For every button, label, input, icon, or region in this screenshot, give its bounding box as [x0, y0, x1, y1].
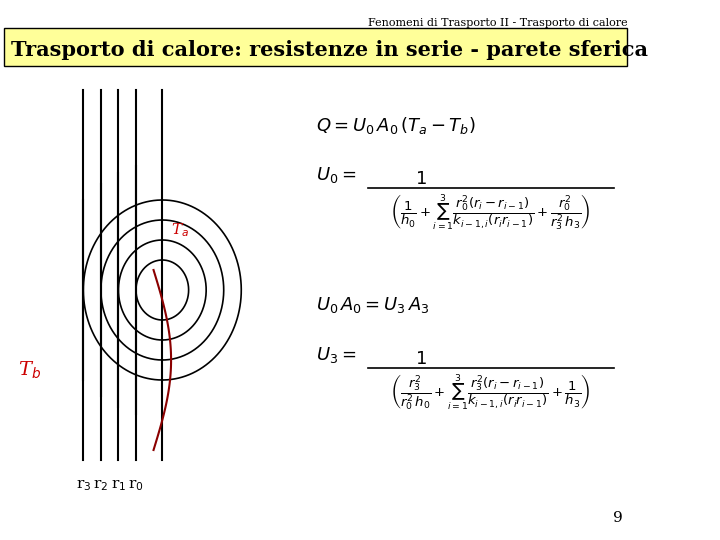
Text: $1$: $1$ — [415, 350, 427, 368]
Text: $1$: $1$ — [415, 170, 427, 188]
Text: $U_0\, A_0 = U_3\, A_3$: $U_0\, A_0 = U_3\, A_3$ — [316, 295, 429, 315]
Text: 9: 9 — [613, 511, 623, 525]
Text: Trasporto di calore: resistenze in serie - parete sferica: Trasporto di calore: resistenze in serie… — [11, 40, 647, 60]
Text: T$_a$: T$_a$ — [171, 221, 189, 239]
FancyBboxPatch shape — [4, 28, 627, 66]
Text: $U_0 =$: $U_0 =$ — [316, 165, 356, 185]
Text: $\left(\dfrac{r_3^{2}}{r_0^{2}\,h_0} + \sum_{i=1}^{3}\dfrac{r_3^{2}(r_i - r_{i-1: $\left(\dfrac{r_3^{2}}{r_0^{2}\,h_0} + \… — [392, 372, 591, 413]
Text: r$_0$: r$_0$ — [128, 478, 144, 492]
Text: $Q = U_0\, A_0\, (T_a - T_b)$: $Q = U_0\, A_0\, (T_a - T_b)$ — [316, 115, 476, 136]
Text: $\left(\dfrac{1}{h_0} + \sum_{i=1}^{3}\dfrac{r_0^{2}(r_i - r_{i-1})}{k_{i-1,i}(r: $\left(\dfrac{1}{h_0} + \sum_{i=1}^{3}\d… — [392, 192, 591, 233]
Text: r$_1$: r$_1$ — [111, 478, 126, 492]
Text: r$_3$: r$_3$ — [76, 478, 91, 492]
Text: Fenomeni di Trasporto II - Trasporto di calore: Fenomeni di Trasporto II - Trasporto di … — [368, 18, 627, 28]
Text: r$_2$: r$_2$ — [94, 478, 109, 492]
Text: T$_b$: T$_b$ — [17, 359, 41, 381]
Text: $U_3 =$: $U_3 =$ — [316, 345, 356, 365]
